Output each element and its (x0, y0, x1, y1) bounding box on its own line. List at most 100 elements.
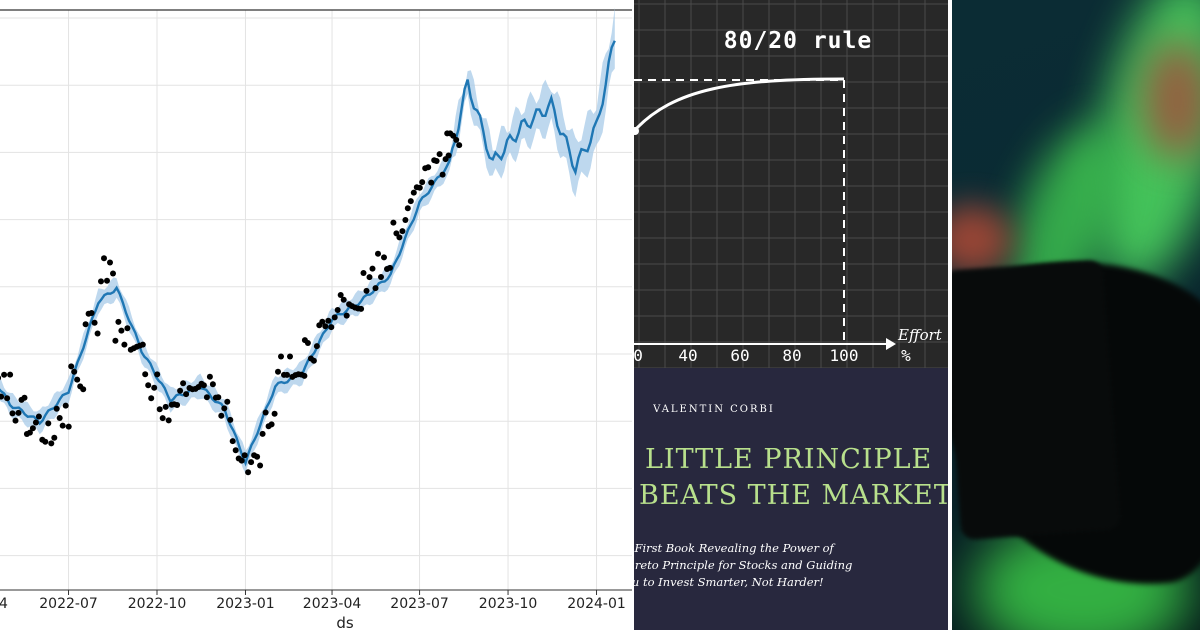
observed-point (42, 438, 49, 445)
observed-point (48, 440, 55, 447)
observed-point (445, 152, 452, 159)
observed-point (328, 324, 335, 331)
phone-silhouette (952, 259, 1122, 541)
effort-axis-label: Effort (897, 326, 943, 344)
observed-point (21, 394, 28, 401)
observed-point (91, 319, 98, 326)
pct-tick-40: 40 (678, 346, 697, 365)
pct-tick-100: 100 (830, 346, 859, 365)
observed-point (287, 353, 293, 360)
photo-glow-red (952, 205, 1012, 275)
x-axis-label: ds (336, 614, 354, 630)
x-tick-label: 2023-04 (303, 596, 362, 612)
observed-point (331, 314, 338, 321)
observed-point (0, 375, 2, 381)
pareto-curve (634, 77, 845, 133)
observed-point (74, 376, 81, 383)
panel-separator (948, 0, 952, 630)
observed-point (200, 382, 207, 389)
observed-point (9, 410, 16, 417)
book-subtitle-line-1: e First Book Revealing the Power of (634, 541, 834, 555)
observed-point (183, 391, 190, 398)
observed-point (238, 457, 245, 464)
book-cover-title-area: VALENTIN CORBI LITTLE PRINCIPLE BEATS TH… (634, 368, 948, 630)
observed-point (381, 254, 387, 261)
observed-point (322, 323, 329, 330)
chalkboard-grid (634, 0, 948, 368)
uncertainty-band (0, 7, 615, 474)
observed-point (416, 184, 423, 191)
observed-point (156, 406, 163, 413)
observed-point (456, 142, 463, 149)
observed-point (218, 412, 225, 419)
x-tick-label-edge: 4 (0, 596, 8, 612)
observed-point (62, 402, 69, 409)
observed-point (410, 189, 417, 196)
observed-point (148, 395, 155, 402)
observed-point (68, 363, 75, 370)
observed-point (358, 305, 365, 312)
observed-point (363, 287, 370, 294)
observed-point (284, 371, 290, 378)
observed-point (224, 398, 231, 405)
observed-point (319, 318, 326, 325)
observed-point (65, 423, 72, 430)
observed-point (334, 307, 341, 313)
observed-point (59, 422, 66, 429)
observed-point (343, 312, 350, 319)
observed-point (227, 416, 234, 423)
observed-point (428, 179, 435, 186)
observed-point (268, 421, 275, 428)
observed-point (12, 417, 19, 424)
observed-point (142, 371, 149, 378)
observed-point (80, 386, 87, 393)
forecast-line-group (0, 40, 616, 467)
observed-point (257, 462, 264, 469)
observed-point (425, 164, 432, 171)
observed-point (313, 343, 320, 350)
observed-point (112, 337, 119, 344)
panel-separator (632, 0, 634, 630)
curve-start-dot (634, 127, 639, 135)
observed-point (206, 373, 213, 380)
observed-point (82, 321, 89, 328)
observed-point (221, 405, 228, 412)
observed-point (375, 250, 381, 257)
observed-point (26, 429, 33, 436)
x-tick-label: 2024-01 (567, 596, 626, 612)
observed-points (0, 130, 463, 476)
observed-point (71, 368, 78, 375)
observed-point (88, 310, 95, 316)
x-tick-label: 2022-07 (39, 596, 98, 612)
observed-point (360, 270, 367, 276)
observed-point (159, 415, 166, 422)
observed-point (404, 205, 411, 212)
observed-point (232, 447, 239, 454)
forecast-line (0, 40, 616, 467)
observed-point (35, 413, 42, 420)
observed-point (301, 372, 308, 379)
observed-point (165, 417, 172, 424)
observed-point (433, 158, 440, 164)
book-cover: 80/20 rule Effort 0 40 60 80 100 % VALEN… (634, 0, 948, 630)
observed-point (203, 394, 210, 401)
x-tick-label: 2022-10 (128, 596, 187, 612)
observed-point (209, 381, 216, 388)
observed-point (139, 341, 146, 348)
observed-point (101, 255, 107, 262)
x-tick-label: 2023-10 (479, 596, 538, 612)
observed-point (369, 265, 376, 272)
stock-chart-phone-photo (952, 0, 1200, 630)
observed-point (278, 353, 284, 360)
observed-point (124, 325, 131, 332)
observed-point (254, 453, 261, 460)
observed-point (275, 368, 281, 375)
book-cover-chalkboard: 80/20 rule Effort 0 40 60 80 100 % (634, 0, 948, 368)
x-tick-label: 2023-07 (390, 596, 449, 612)
observed-point (1, 371, 8, 378)
observed-point (104, 277, 110, 284)
forecast-chart-panel: 2022-07 2022-10 2023-01 2023-04 2023-07 2023-… (0, 7, 632, 630)
observed-point (337, 292, 344, 298)
chart-grid (0, 10, 632, 590)
observed-point (378, 274, 384, 280)
